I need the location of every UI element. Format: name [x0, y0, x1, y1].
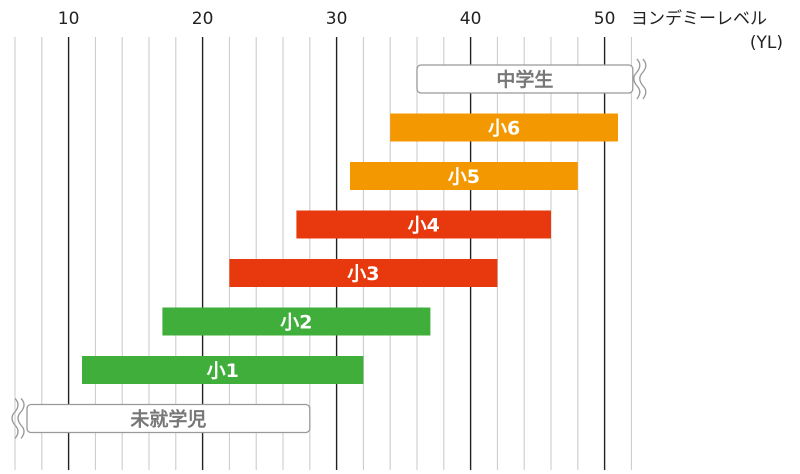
bar-label: 小1 [207, 360, 239, 382]
x-tick-label: 20 [192, 9, 214, 29]
bar [416, 64, 634, 94]
x-tick-label: 10 [58, 9, 80, 29]
x-tick-label: 40 [460, 9, 482, 29]
bar-row: 小5 [350, 162, 578, 190]
bar-label: 小5 [448, 166, 480, 188]
bar-label: 中学生 [496, 68, 553, 91]
bar [26, 403, 311, 434]
bar [82, 356, 364, 384]
bar-row: 小2 [162, 307, 431, 336]
x-axis-unit-suffix: (YL) [750, 33, 783, 53]
bar [296, 210, 551, 239]
bar-label: 小2 [280, 312, 312, 334]
bar-row: 小6 [390, 113, 618, 142]
bar [350, 162, 578, 190]
bar-row: 小3 [229, 259, 498, 287]
bar-row: 小4 [296, 210, 551, 239]
bar-row: 小1 [82, 356, 364, 384]
bar-label: 小4 [408, 215, 440, 237]
x-axis-unit-label: ヨンデミーレベル [631, 8, 767, 29]
bar-row: 未就学児 [11, 398, 311, 439]
x-tick-label: 50 [594, 9, 616, 29]
x-axis-ticks: 10 20 30 40 50 [58, 9, 616, 29]
axis-break-mark [17, 398, 25, 439]
x-tick-label: 30 [326, 9, 348, 29]
axis-break-mark [11, 398, 19, 439]
grid-lines [14, 37, 632, 470]
bar [390, 113, 618, 142]
bar-label: 小6 [488, 118, 520, 140]
bar-row: 中学生 [416, 58, 647, 100]
bar [229, 259, 498, 287]
bar [162, 307, 431, 336]
axis-break-mark [639, 58, 647, 100]
bar-label: 未就学児 [129, 408, 206, 431]
bar-label: 小3 [347, 263, 379, 285]
axis-break-mark [633, 58, 641, 100]
